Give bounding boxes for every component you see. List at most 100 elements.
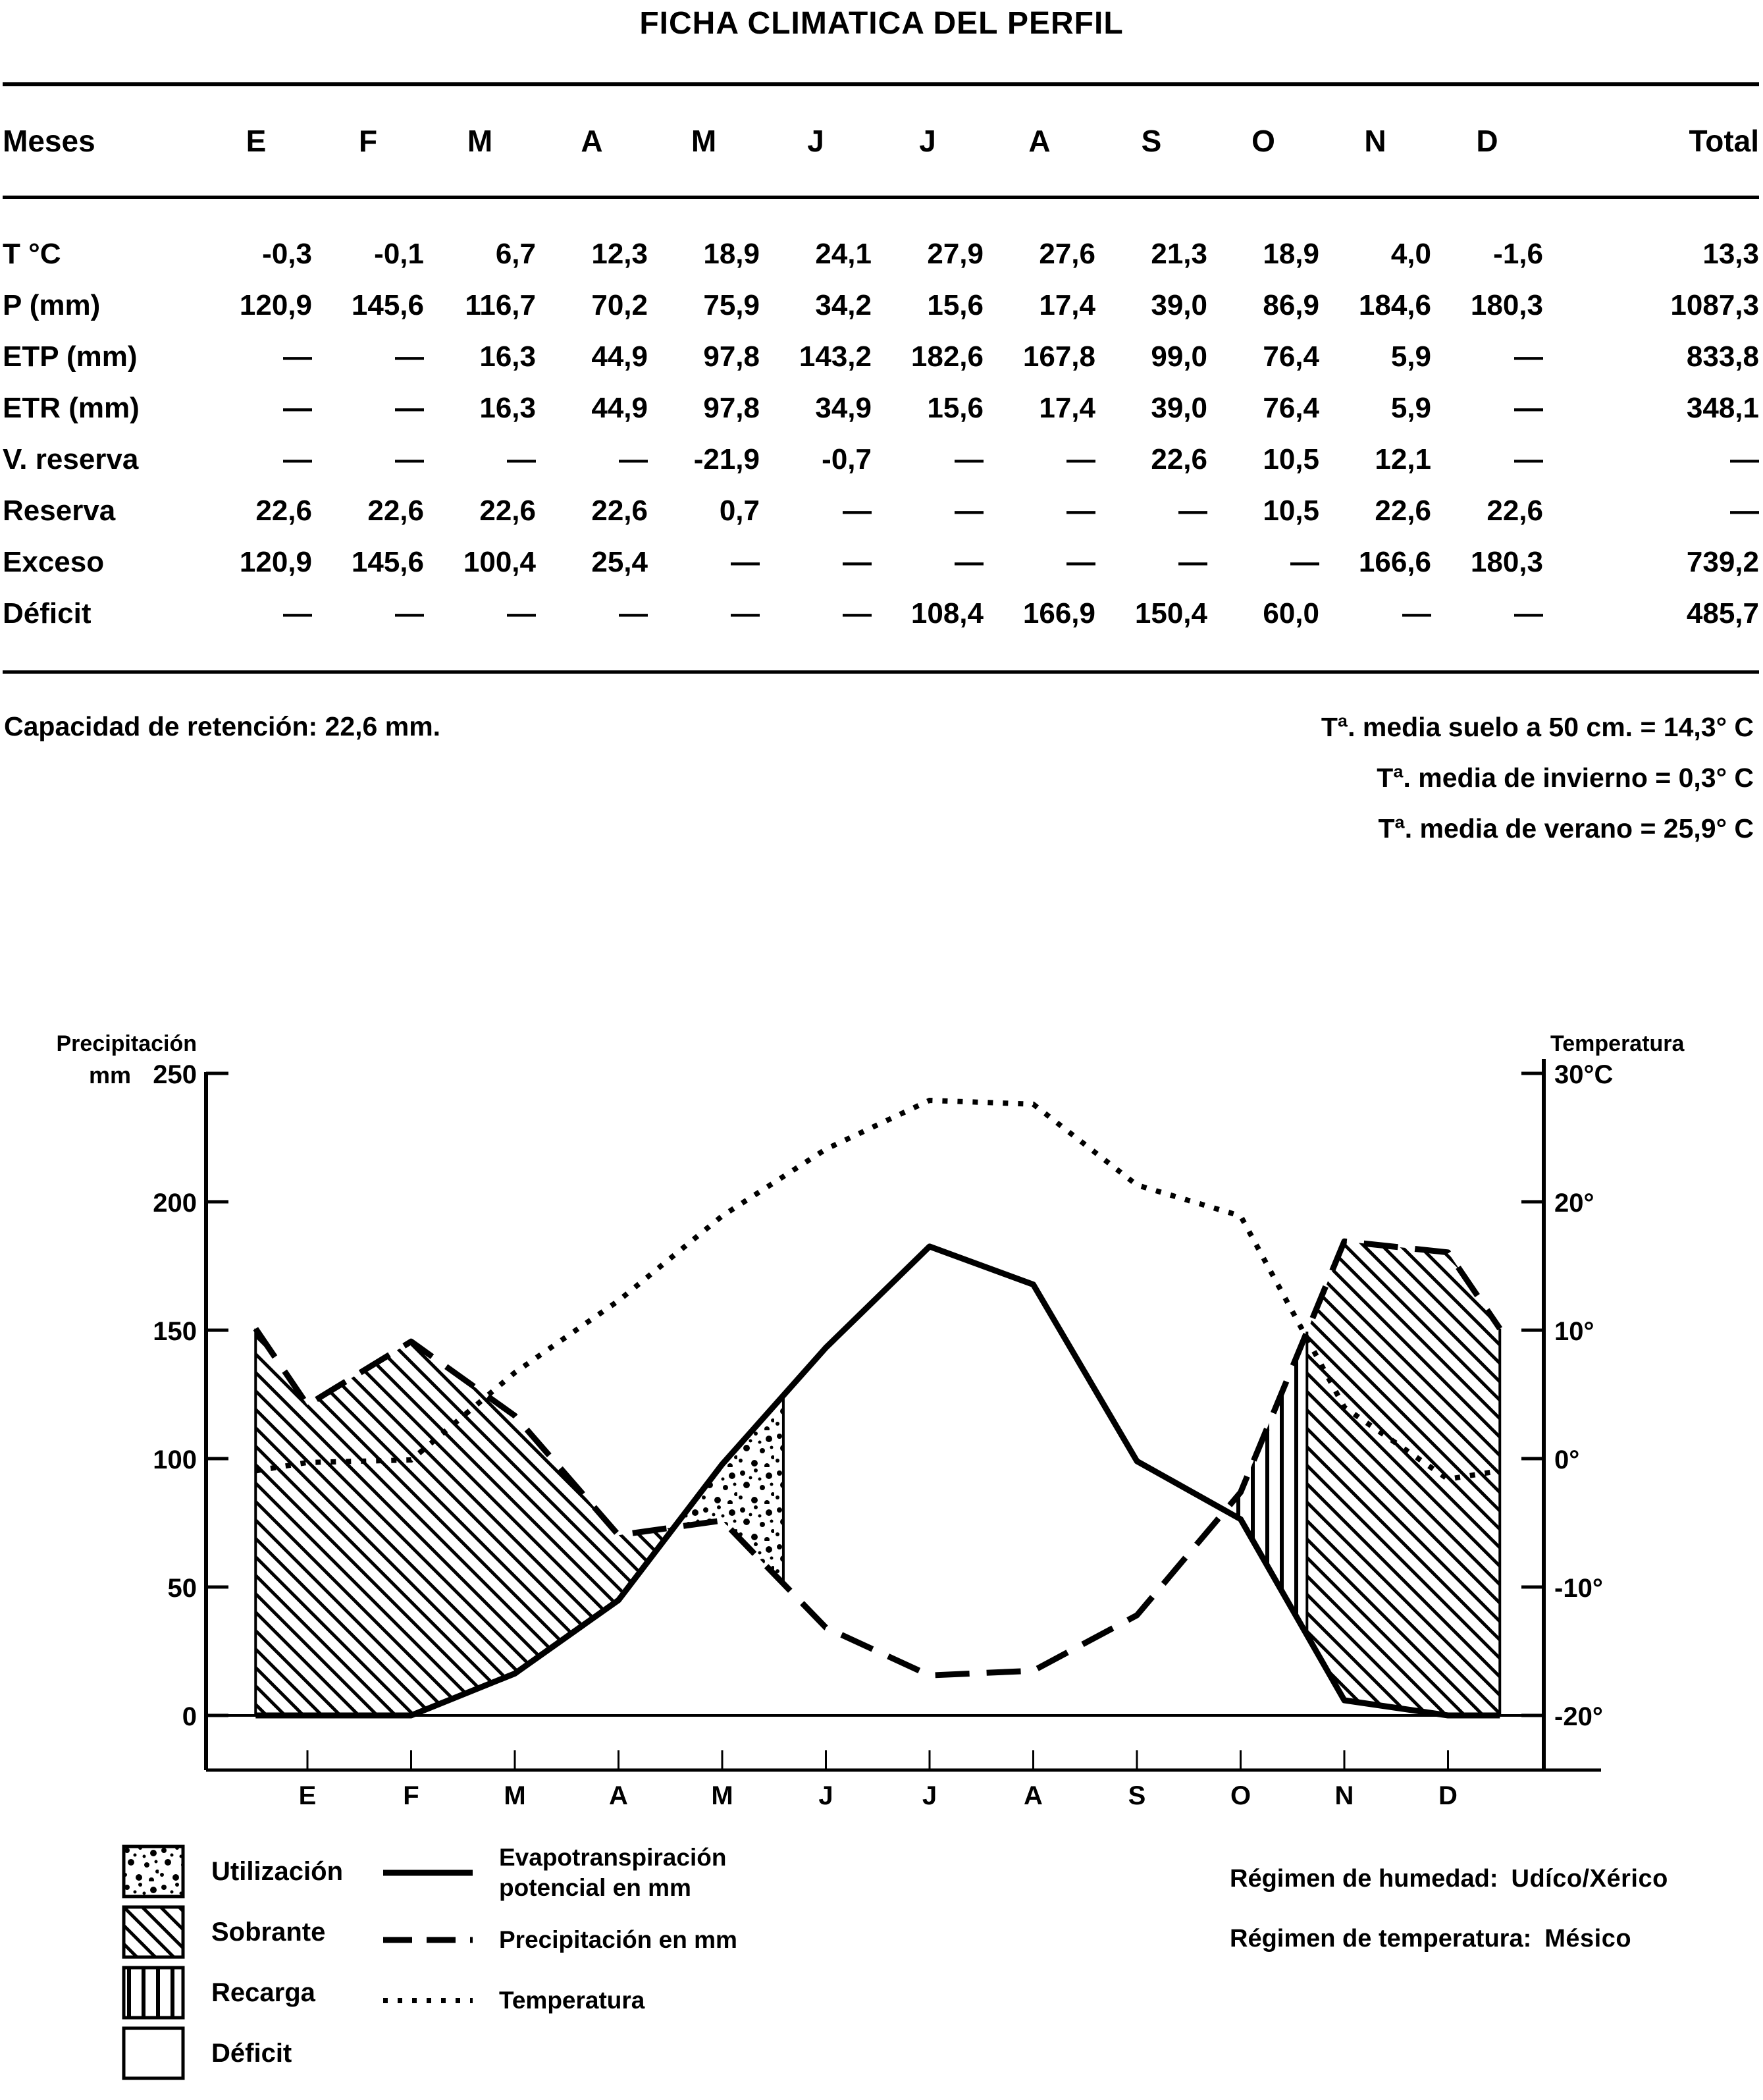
value-cell: 18,9 <box>1263 238 1319 270</box>
row-label-cell: P (mm) <box>3 289 101 321</box>
table-row: ETP (mm) — — 16,3 44,9 97,8 143,2 182,6 167,8 99,… <box>3 331 1759 383</box>
month-header-cell: O <box>1251 124 1275 158</box>
value-cell: 34,2 <box>815 289 872 321</box>
area-recarga <box>1225 1332 1307 1635</box>
month-label: J <box>818 1781 833 1810</box>
month-label: E <box>299 1781 317 1810</box>
temperature-notes: Tª. media suelo a 50 cm. = 14,3° C Tª. me… <box>1321 702 1754 854</box>
swatch-rect <box>122 1844 185 1898</box>
row-label-cell: ETP (mm) <box>3 340 138 373</box>
table-row: Reserva 22,6 22,6 22,6 22,6 0,7 — — — — 10,5 22,6 22… <box>3 485 1759 537</box>
right-tick-label: -10° <box>1554 1574 1603 1603</box>
value-cell: -21,9 <box>693 443 760 475</box>
value-cell: 182,6 <box>910 340 984 373</box>
page-title: FICHA CLIMATICA DEL PERFIL <box>639 6 1124 41</box>
value-cell: 166,6 <box>1358 546 1431 578</box>
row-label-cell: Exceso <box>3 546 105 578</box>
table-row: P (mm) 120,9 145,6 116,7 70,2 75,9 34,2 15,6 17,… <box>3 280 1759 331</box>
column-header-meses: Meses <box>3 124 95 158</box>
horizontal-rule <box>3 670 1759 674</box>
legend-swatch <box>122 1966 185 2020</box>
value-cell: 27,9 <box>927 238 984 270</box>
value-cell: 22,6 <box>1375 495 1431 527</box>
left-tick-label: 200 <box>153 1189 197 1218</box>
temperature-note: Tª. media de verano = 25,9° C <box>1378 813 1754 844</box>
left-axis-title: Precipitación <box>56 1031 197 1056</box>
value-cell: 22,6 <box>1487 495 1543 527</box>
value-cell: 22,6 <box>479 495 536 527</box>
value-cell: 12,3 <box>591 238 648 270</box>
spacer-row <box>3 196 1759 229</box>
month-header-cell: S <box>1141 124 1162 158</box>
legend-area-label: Recarga <box>211 1978 315 2007</box>
legend-area-label: Utilización <box>211 1856 344 1886</box>
month-header-cell: E <box>246 124 267 158</box>
left-tick-label: 50 <box>168 1574 197 1603</box>
value-cell: 24,1 <box>815 238 872 270</box>
value-cell: 16,3 <box>479 340 536 373</box>
value-cell: — <box>507 443 536 475</box>
month-label: M <box>711 1781 733 1810</box>
value-cell: — <box>1066 495 1095 527</box>
horizontal-rule <box>3 196 1759 199</box>
value-cell: 1087,3 <box>1670 289 1759 321</box>
month-header-cell: F <box>358 124 378 158</box>
value-cell: 348,1 <box>1686 392 1759 424</box>
value-cell: 16,3 <box>479 392 536 424</box>
table-row: Exceso 120,9 145,6 100,4 25,4 — — — — — — 166,6 180,… <box>3 537 1759 588</box>
etp-curve <box>255 1243 1500 1719</box>
row-label-cell: V. reserva <box>3 443 139 475</box>
month-header-cell: A <box>581 124 603 158</box>
legend-line-label: Precipitación en mm <box>499 1926 737 1953</box>
value-cell: — <box>1066 443 1095 475</box>
value-cell: — <box>955 495 984 527</box>
value-cell: 44,9 <box>591 340 648 373</box>
value-cell: — <box>1178 546 1207 578</box>
horizontal-rule <box>3 82 1759 86</box>
month-label: A <box>1024 1781 1043 1810</box>
value-cell: — <box>1514 392 1543 424</box>
value-cell: 10,5 <box>1263 495 1319 527</box>
legend-line-label: Evapotranspiración potencial en mm <box>499 1844 727 1901</box>
value-cell: — <box>283 392 312 424</box>
legend-line-label: Temperatura <box>499 1987 645 2014</box>
value-cell: 60,0 <box>1263 597 1319 630</box>
value-cell: 180,3 <box>1470 289 1543 321</box>
value-cell: — <box>843 597 872 630</box>
value-cell: 145,6 <box>351 546 424 578</box>
value-cell: -0,7 <box>822 443 872 475</box>
value-cell: — <box>731 546 760 578</box>
legend-line-item: Temperatura <box>382 1970 790 2031</box>
value-cell: — <box>843 495 872 527</box>
value-cell: 184,6 <box>1358 289 1431 321</box>
legend-line-item: Evapotranspiración potencial en mm <box>382 1836 790 1910</box>
value-cell: — <box>395 597 424 630</box>
value-cell: 39,0 <box>1151 392 1207 424</box>
regime-label: Régimen de temperatura: <box>1230 1925 1532 1952</box>
legend-swatch <box>122 1905 185 1959</box>
climate-chart: 250 mm Precipitación 200 150 100 50 0 30°C Temper… <box>56 1031 1685 1810</box>
month-label: J <box>922 1781 937 1810</box>
value-cell: 22,6 <box>591 495 648 527</box>
value-cell: -0,1 <box>374 238 424 270</box>
column-header-total: Total <box>1689 124 1759 158</box>
table-row: V. reserva — — — — -21,9 -0,7 — — 22,6 10,5 12,1 — — <box>3 434 1759 485</box>
value-cell: -1,6 <box>1493 238 1543 270</box>
month-header-cell: J <box>919 124 936 158</box>
legend-item-utilizacin: Utilización <box>122 1841 343 1902</box>
value-cell: 833,8 <box>1686 340 1759 373</box>
value-cell: 5,9 <box>1390 340 1431 373</box>
value-cell: — <box>1514 340 1543 373</box>
area-utilizacion <box>673 1395 783 1584</box>
value-cell: 15,6 <box>927 289 984 321</box>
value-cell: 21,3 <box>1151 238 1207 270</box>
left-tick-label: 250 <box>153 1060 197 1089</box>
right-axis-title: Temperatura <box>1550 1031 1685 1056</box>
value-cell: — <box>955 546 984 578</box>
month-label: M <box>504 1781 525 1810</box>
month-header-cell: M <box>691 124 717 158</box>
value-cell: 25,4 <box>591 546 648 578</box>
regime-label: Régimen de humedad: <box>1230 1865 1498 1893</box>
regime-value: Mésico <box>1544 1925 1632 1952</box>
